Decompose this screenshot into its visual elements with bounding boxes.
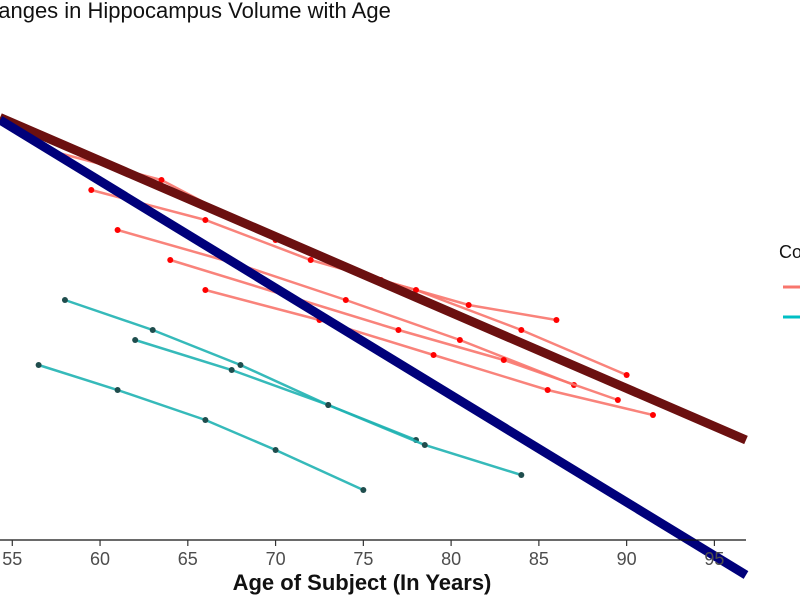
data-point-b	[132, 337, 139, 343]
data-point-b	[325, 402, 332, 408]
x-axis-title: Age of Subject (In Years)	[233, 570, 492, 595]
data-point-a	[395, 327, 402, 333]
data-point-a	[167, 257, 174, 263]
trend-line-a	[0, 113, 748, 445]
x-tick-label: 75	[353, 549, 373, 569]
data-point-a	[430, 352, 437, 358]
series-line-a	[90, 188, 628, 377]
data-point-a	[553, 317, 560, 323]
data-point-b	[360, 487, 367, 493]
data-point-b	[202, 417, 209, 423]
data-point-b	[35, 362, 42, 368]
trend-line-b	[0, 116, 749, 579]
series-line-a	[205, 288, 654, 417]
legend-title: Co	[779, 242, 800, 262]
data-point-a	[114, 227, 121, 233]
data-point-a	[456, 337, 463, 343]
data-point-b	[518, 472, 525, 478]
data-point-a	[465, 302, 472, 308]
x-tick-label: 85	[529, 549, 549, 569]
legend-keys	[783, 285, 800, 319]
data-point-b	[114, 387, 121, 393]
x-axis-ticks: 55 60 65 70 75 80 85 90 95	[2, 540, 724, 569]
x-tick-label: 80	[441, 549, 461, 569]
data-point-a	[544, 387, 551, 393]
data-point-a	[623, 372, 630, 378]
data-point-a	[342, 297, 349, 303]
data-point-b	[237, 362, 244, 368]
data-point-b	[421, 442, 428, 448]
series-line-b	[38, 363, 364, 492]
chart-title: hanges in Hippocampus Volume with Age	[0, 0, 391, 23]
data-point-a	[614, 397, 621, 403]
data-point-b	[61, 297, 68, 303]
data-point-a	[88, 187, 95, 193]
data-point-a	[500, 357, 507, 363]
data-point-b	[149, 327, 156, 333]
data-point-a	[649, 412, 656, 418]
x-tick-label: 70	[266, 549, 286, 569]
data-point-a	[518, 327, 525, 333]
x-tick-label: 90	[617, 549, 637, 569]
data-point-b	[228, 367, 235, 373]
x-tick-label: 95	[704, 549, 724, 569]
x-tick-label: 60	[90, 549, 110, 569]
trend-lines-layer	[0, 113, 749, 579]
data-point-a	[202, 287, 209, 293]
data-point-b	[272, 447, 279, 453]
legend: Co	[779, 242, 800, 319]
data-point-a	[307, 257, 314, 263]
data-point-a	[413, 287, 420, 293]
x-tick-label: 65	[178, 549, 198, 569]
series-line-a	[169, 258, 619, 402]
data-point-a	[202, 217, 209, 223]
data-point-a	[158, 177, 165, 183]
x-tick-label: 55	[2, 549, 22, 569]
